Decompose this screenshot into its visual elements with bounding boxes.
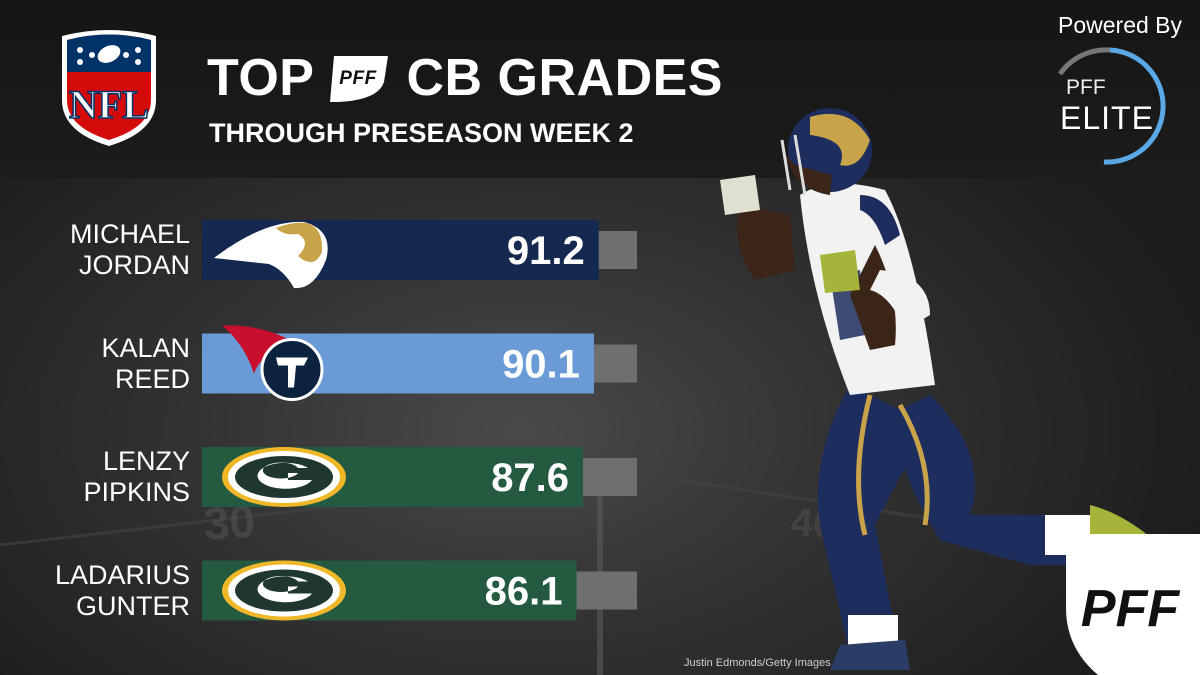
title-suffix: CB GRADES [406, 49, 723, 107]
pff-inline-logo: PFF [330, 56, 389, 102]
rams-logo-icon [214, 221, 328, 289]
bar-value-label-1: 90.1 [502, 343, 580, 387]
player-name-2: LENZY PIPKINS [0, 446, 190, 508]
player-name-line: PIPKINS [83, 477, 190, 507]
elite-pff-label: PFF [1066, 76, 1106, 99]
bar-value-label-2: 87.6 [491, 456, 569, 500]
player-name-line: JORDAN [78, 250, 190, 280]
packers-logo-icon [222, 447, 346, 507]
rams-logo-head [214, 221, 328, 289]
player-name-line: REED [114, 363, 190, 394]
header-band [0, 0, 1200, 178]
packers-logo-g [257, 575, 312, 603]
elite-label: ELITE [1060, 100, 1154, 136]
nfl-shield-logo: NFL [62, 30, 156, 146]
rams-logo-horn [276, 222, 323, 263]
packers-logo-field [235, 456, 333, 498]
powered-by-label: Powered By [1058, 12, 1183, 38]
photo-credit: Justin Edmonds/Getty Images [684, 657, 831, 669]
player-name-line: LENZY [102, 446, 190, 476]
player-name-0: MICHAEL JORDAN [0, 219, 190, 281]
packers-logo-icon [222, 560, 346, 621]
subtitle: THROUGH PRESEASON WEEK 2 [209, 118, 634, 148]
bar-value-label-0: 91.2 [507, 229, 585, 273]
player-name-line: MICHAEL [69, 219, 190, 249]
elite-ring-icon [1057, 47, 1166, 165]
bar-value-label-3: 86.1 [485, 570, 563, 614]
player-photo [720, 108, 1180, 670]
player-name-1: KALAN REED [0, 333, 190, 395]
pff-corner-text: PFF [1081, 580, 1180, 638]
titans-logo-t [276, 357, 308, 388]
pff-corner-logo: PFF [1066, 534, 1200, 675]
titans-logo-icon [222, 325, 324, 401]
player-name-line: GUNTER [76, 590, 190, 621]
title-prefix: TOP [207, 49, 315, 107]
player-name-3: LADARIUS GUNTER [0, 560, 190, 622]
packers-logo-field [235, 569, 333, 612]
player-name-line: LADARIUS [54, 559, 190, 590]
packers-logo-g [257, 462, 312, 489]
nfl-logo-text: NFL [69, 82, 149, 127]
page-title: TOP PFF CB GRADES [207, 48, 723, 108]
player-name-line: KALAN [101, 332, 190, 363]
pff-inline-text: PFF [340, 68, 378, 89]
